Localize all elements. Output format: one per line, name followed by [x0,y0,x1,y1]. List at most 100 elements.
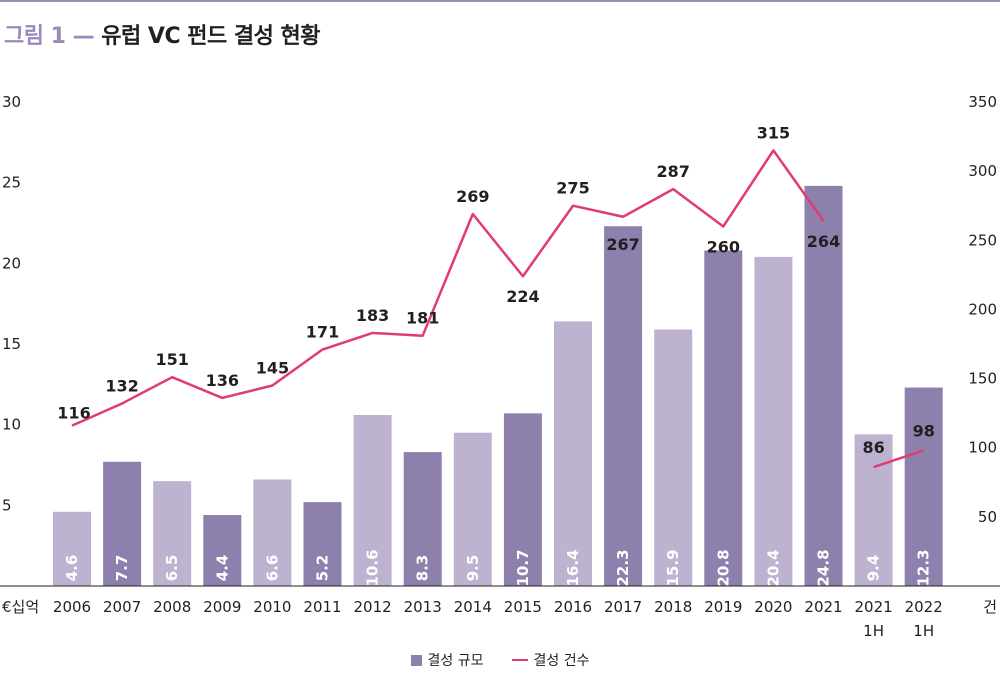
count-value-label: 260 [707,237,740,256]
x-tick-label: 2011 [303,598,341,616]
count-value-label: 183 [356,306,389,325]
left-tick-label: 10 [2,416,21,434]
bar-value-label: 4.6 [63,555,81,582]
x-tick-label: 2006 [53,598,91,616]
count-line [873,449,925,469]
x-tick-label: 2010 [253,598,291,616]
left-tick-label: 5 [2,496,12,514]
bar-value-label: 22.3 [614,549,632,586]
count-value-label: 132 [105,376,138,395]
x-tick-label: 2022 [905,598,943,616]
bar-value-label: 12.3 [915,549,933,586]
legend-bar-label: 결성 규모 [427,653,484,669]
legend-line-label: 결성 건수 [533,653,590,669]
count-value-label: 181 [406,309,439,328]
legend-line-swatch [511,659,528,661]
bar-value-label: 4.4 [213,555,231,582]
bar-value-label: 10.7 [514,549,532,586]
bar [403,452,442,586]
bar-value-label: 20.8 [714,549,732,586]
bar [854,434,893,586]
bar [804,185,843,587]
bar-value-label: 6.5 [163,555,181,582]
count-value-label: 315 [757,123,790,142]
x-tick-label: 2016 [554,598,592,616]
count-value-label: 116 [57,404,90,423]
right-tick-label: 100 [968,439,997,457]
x-tick-label: 1H [913,622,934,640]
left-tick-label: 20 [2,254,21,272]
x-tick-label: 2008 [153,598,191,616]
x-tick-label: 2017 [604,598,642,616]
right-tick-label: 50 [978,508,997,526]
top-rule [0,0,1000,2]
right-tick-label: 150 [968,370,997,388]
bar-value-label: 10.6 [364,549,382,586]
right-tick-label: 350 [968,93,997,111]
right-tick-label: 200 [968,300,997,318]
count-value-label: 269 [456,187,489,206]
bar [654,329,693,586]
count-value-label: 151 [155,350,188,369]
count-value-label: 264 [807,232,840,251]
x-tick-label: 2018 [654,598,692,616]
x-tick-label: 2015 [504,598,542,616]
bar [203,515,242,586]
count-value-label: 267 [606,235,639,254]
x-tick-label: 2009 [203,598,241,616]
right-axis-unit: 건 [983,598,997,616]
x-tick-label: 1H [863,622,884,640]
legend: 결성 규모 결성 건수 [0,650,1000,670]
bar [503,413,542,586]
bar [453,432,492,586]
legend-item-bar: 결성 규모 [410,650,484,670]
bar [353,414,392,586]
bar-value-label: 15.9 [664,549,682,586]
bar-value-label: 20.4 [764,549,782,586]
x-tick-label: 2020 [754,598,792,616]
right-tick-label: 300 [968,162,997,180]
bar [554,321,592,586]
legend-item-line: 결성 건수 [511,650,590,670]
count-value-label: 145 [256,358,289,377]
left-axis-unit: €십억 [2,598,39,616]
bar [253,479,292,586]
left-tick-label: 30 [2,93,21,111]
bar [303,502,342,586]
bar-value-label: 9.5 [464,555,482,582]
count-value-label: 136 [206,371,239,390]
x-tick-label: 2012 [354,598,392,616]
x-tick-label: 2021 [855,598,893,616]
count-value-label: 98 [913,421,935,440]
count-value-label: 224 [506,287,539,306]
title-text: 유럽 VC 펀드 결성 현황 [101,24,321,49]
x-tick-label: 2014 [454,598,492,616]
x-tick-label: 2007 [103,598,141,616]
bar [103,461,142,586]
bar-value-label: 7.7 [113,555,131,582]
bar-value-label: 24.8 [815,549,833,586]
count-value-label: 275 [556,179,589,198]
count-value-label: 171 [306,323,339,342]
bar-value-label: 8.3 [414,555,432,582]
x-tick-label: 2021 [804,598,842,616]
bar [53,511,91,586]
bar [604,226,643,586]
left-tick-label: 15 [2,335,21,353]
legend-bar-swatch [410,654,422,666]
bar-value-label: 16.4 [564,549,582,586]
figure-label: 그림 1 — [4,24,95,49]
x-tick-label: 2019 [704,598,742,616]
bar-value-label: 5.2 [314,555,332,582]
bar [904,387,943,586]
count-value-label: 86 [862,438,884,457]
bar [754,256,793,586]
bar-value-label: 6.6 [263,555,281,582]
chart-title: 그림 1 — 유럽 VC 펀드 결성 현황 [4,18,321,50]
count-line [71,149,825,427]
left-tick-label: 25 [2,174,21,192]
bar [704,250,743,586]
bar [153,481,192,586]
x-tick-label: 2013 [404,598,442,616]
